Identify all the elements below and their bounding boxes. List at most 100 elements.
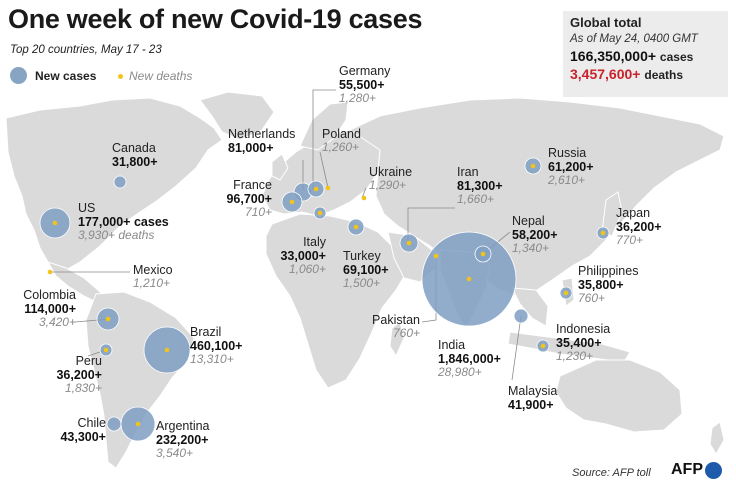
death-dot-peru [103,347,109,353]
page-subtitle: Top 20 countries, May 17 - 23 [10,44,162,56]
label-nepal: Nepal 58,200+ 1,340+ [512,214,558,255]
label-mexico: Mexico 1,210+ [133,263,173,290]
label-canada: Canada 31,800+ [112,141,158,169]
country-deaths: 1,500+ [343,276,381,290]
country-cases: 35,400+ [556,336,602,350]
country-cases: 232,200+ [156,433,209,447]
afp-logo-dot-icon [705,461,722,479]
country-deaths: 1,280+ [339,91,377,105]
new-cases-swatch-icon [10,67,27,84]
country-cases: 114,000+ [24,302,76,316]
label-ukraine: Ukraine 1,290+ [369,165,412,192]
country-cases: 43,300+ [60,430,106,444]
label-russia: Russia 61,200+ 2,610+ [548,146,594,187]
country-name: Malaysia [508,384,558,398]
global-cases-unit: cases [659,50,694,64]
country-cases: 41,900+ [508,398,554,412]
country-deaths: 3,420+ [38,315,76,329]
country-name: Brazil [190,325,222,339]
death-dot-argentina [135,421,141,427]
afp-logo: AFP [671,461,722,479]
country-cases: 177,000+ cases [78,215,169,229]
label-turkey: Turkey 69,100+ 1,500+ [343,249,389,290]
leader-malaysia [511,315,522,381]
leader-iran [407,207,455,242]
label-france: France 96,700+ 710+ [206,178,272,219]
death-dot-us [52,220,58,226]
legend-new-deaths: New deaths [118,69,192,83]
land-australia [555,359,683,433]
new-deaths-swatch-icon [118,73,123,79]
country-cases: 81,000+ [228,141,274,155]
country-deaths: 760+ [578,291,606,305]
label-peru: Peru 36,200+ 1,830+ [30,354,102,395]
death-dot-turkey [353,224,359,230]
bubble-chile [106,416,122,432]
source-note: Source: AFP toll [572,467,651,479]
country-name: Argentina [156,419,210,433]
country-cases: 96,700+ [226,192,272,206]
global-total-heading: Global total [570,15,642,30]
death-dot-pakistan [433,253,439,259]
leader-germany [312,89,336,190]
death-dot-india [466,276,472,282]
country-name: Germany [339,64,391,78]
label-germany: Germany 55,500+ 1,280+ [339,64,390,105]
country-deaths: 1,830+ [64,381,102,395]
country-deaths: 3,540+ [156,446,194,460]
death-dot-indonesia [540,343,546,349]
country-cases: 55,500+ [339,78,385,92]
country-cases: 33,000+ [280,249,326,263]
country-name: Netherlands [228,127,296,141]
death-dot-italy [317,210,323,216]
global-total-box: Global total As of May 24, 0400 GMT 166,… [563,11,728,97]
label-chile: Chile 43,300+ [42,416,106,444]
country-cases: 1,846,000+ [438,352,501,366]
country-name: Pakistan [372,313,420,327]
global-cases-value: 166,350,000+ [570,48,657,64]
land-greenland [199,91,275,141]
land-uk [271,153,289,181]
label-india: India 1,846,000+ 28,980+ [438,338,501,379]
country-name: Canada [112,141,156,155]
land-new-zealand [709,421,725,455]
death-dot-colombia [105,316,111,322]
label-indonesia: Indonesia 35,400+ 1,230+ [556,322,610,363]
country-deaths: 1,290+ [369,178,407,192]
country-name: Nepal [512,214,545,228]
death-dot-germany [313,186,319,192]
country-name: India [438,338,466,352]
country-name: Colombia [23,288,76,302]
label-colombia: Colombia 114,000+ 3,420+ [14,288,76,329]
country-name: Indonesia [556,322,611,336]
land-southeast-asia [511,287,549,327]
label-brazil: Brazil 460,100+ 13,310+ [190,325,242,366]
page-title: One week of new Covid-19 cases [8,4,423,34]
country-name: Italy [303,235,326,249]
global-deaths: 3,457,600+ deaths [570,66,721,82]
country-cases: 81,300+ [457,179,503,193]
bubble-canada [113,175,127,189]
country-deaths: 1,340+ [512,241,550,255]
global-deaths-value: 3,457,600+ [570,66,641,82]
death-dot-poland [325,185,331,191]
country-deaths: 1,230+ [556,349,594,363]
country-name: Chile [77,416,107,430]
country-deaths: 1,260+ [322,140,360,154]
country-name: France [233,178,272,192]
global-as-of: As of May 24, 0400 GMT [570,33,698,45]
death-dot-ukraine [361,195,367,201]
death-dot-france [289,199,295,205]
country-cases: 36,200+ [616,220,662,234]
country-name: Japan [616,206,651,220]
death-dot-brazil [164,347,170,353]
global-deaths-unit: deaths [644,68,684,82]
country-name: Peru [75,354,102,368]
country-deaths: 760+ [392,326,420,340]
country-name: Philippines [578,264,639,278]
death-dot-japan [600,230,606,236]
land-north-america [5,97,223,273]
leader-poland [319,151,329,189]
country-name: Poland [322,127,361,141]
